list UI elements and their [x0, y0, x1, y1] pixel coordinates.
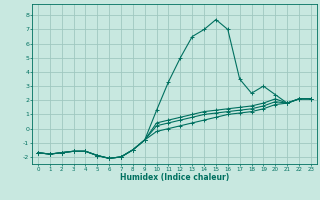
- X-axis label: Humidex (Indice chaleur): Humidex (Indice chaleur): [120, 173, 229, 182]
